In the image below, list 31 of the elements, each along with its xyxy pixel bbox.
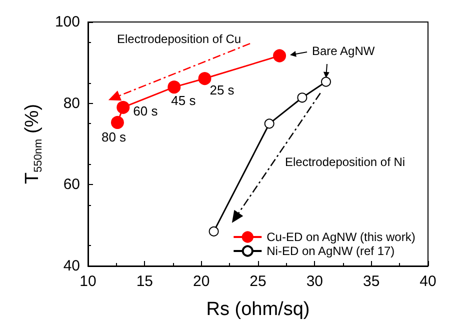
annotation: 25 s	[210, 82, 235, 98]
point	[273, 49, 286, 62]
point	[321, 76, 331, 87]
annotation: 45 s	[171, 93, 196, 108]
point	[297, 92, 308, 103]
y-tick-label: 60	[63, 176, 80, 194]
y-axis-title: T550nm (%)	[22, 104, 45, 184]
x-tick-label: 30	[306, 273, 324, 290]
annotation: 60 s	[133, 103, 158, 118]
annotation: Bare AgNW	[312, 44, 376, 58]
point	[168, 80, 181, 94]
x-tick-label: 25	[250, 273, 266, 290]
y-tick-label: 80	[63, 94, 80, 112]
annotation: Electrodeposition of Cu	[117, 32, 242, 46]
x-axis-title: Rs (ohm/sq)	[206, 299, 310, 320]
x-tick-label: 15	[136, 273, 154, 290]
annotation: Electrodeposition of Ni	[285, 155, 406, 169]
x-tick-label: 35	[362, 273, 380, 290]
y-tick-label: 100	[54, 14, 80, 30]
x-tick-label: 10	[80, 273, 96, 290]
point	[116, 100, 130, 114]
x-tick-label: 20	[192, 273, 210, 290]
legend-label: Ni-ED on AgNW (ref 17)	[266, 244, 395, 258]
annotation: 80 s	[101, 129, 127, 144]
point	[264, 118, 274, 129]
y-tick-label: 40	[63, 258, 80, 274]
point	[110, 116, 124, 129]
legend-label: Cu-ED on AgNW (this work)	[266, 230, 416, 244]
point	[208, 226, 219, 236]
x-tick-label: 40	[420, 273, 436, 290]
point	[198, 72, 212, 86]
